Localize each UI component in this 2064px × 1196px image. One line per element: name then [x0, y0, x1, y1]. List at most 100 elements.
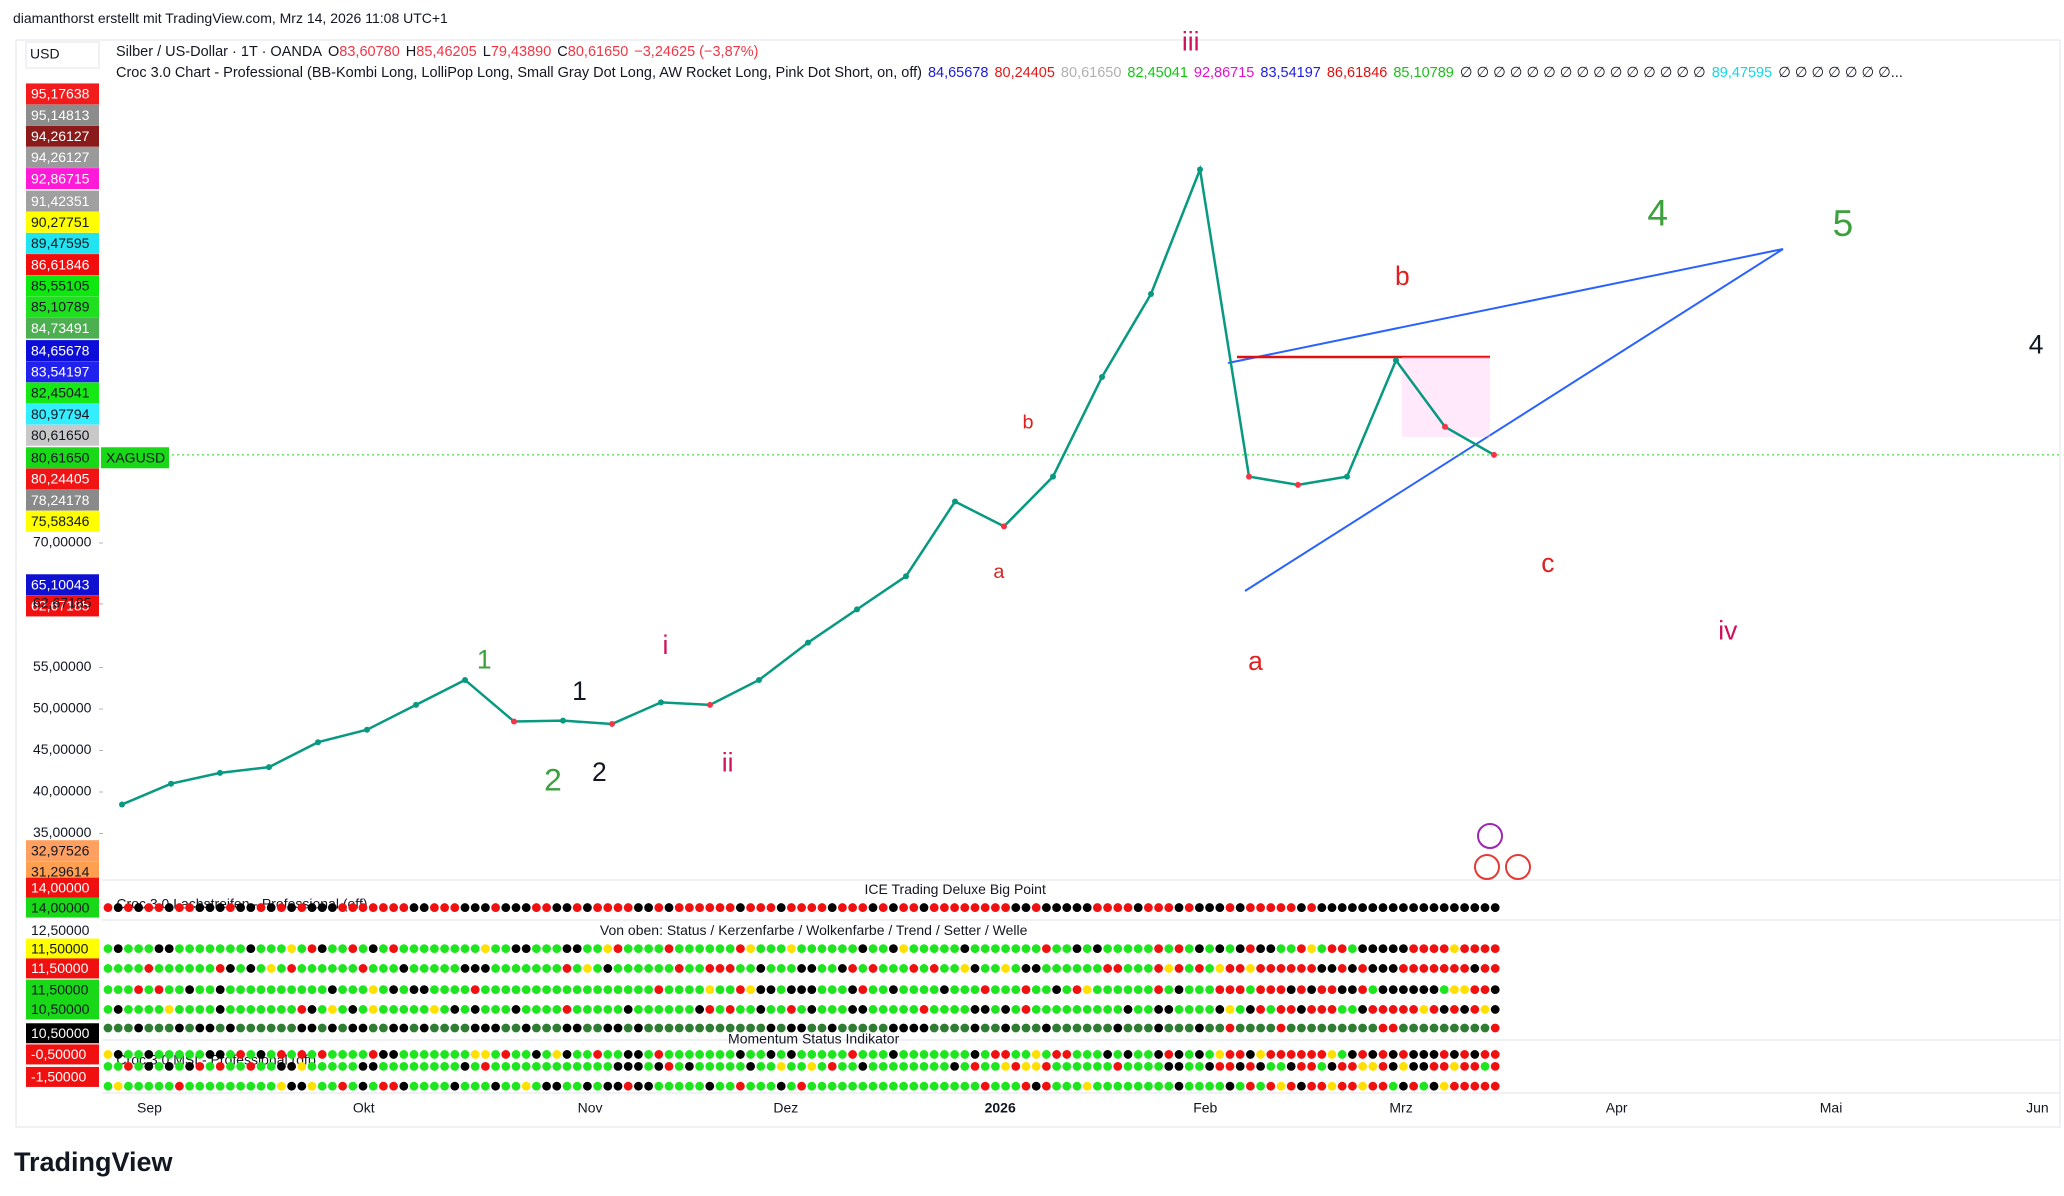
- status-dot: [1144, 1023, 1153, 1033]
- panel-label-box: [26, 999, 99, 1020]
- status-dot: [654, 1005, 664, 1014]
- status-dot: [1256, 985, 1265, 995]
- status-dot: [409, 903, 419, 912]
- ohlc-value: 85,46205: [416, 44, 477, 60]
- status-dot: [909, 985, 919, 995]
- status-dot: [603, 1050, 613, 1059]
- status-dot: [491, 944, 500, 953]
- status-dot: [858, 1005, 868, 1014]
- status-dot: [460, 1005, 470, 1014]
- status-dot: [950, 1005, 959, 1014]
- close-line: [121, 164, 1495, 806]
- close-point: [854, 606, 860, 613]
- status-dot: [552, 944, 562, 953]
- status-dot: [1195, 944, 1204, 953]
- status-dot: [542, 1023, 551, 1033]
- status-dot: [970, 1050, 980, 1059]
- status-dot: [470, 1081, 480, 1091]
- close-point: [1148, 291, 1154, 297]
- status-dot: [1184, 1005, 1194, 1014]
- status-dot: [1225, 1050, 1235, 1059]
- status-dot: [1072, 1023, 1082, 1033]
- price-label: 80,24405: [31, 471, 90, 487]
- status-dot: [848, 985, 857, 995]
- status-dot: [838, 903, 847, 912]
- wave-label: b: [1395, 261, 1410, 291]
- time-label: Apr: [1606, 1100, 1628, 1116]
- status-dot: [991, 1005, 1000, 1014]
- status-dot: [1348, 1023, 1357, 1033]
- status-dot: [1011, 1050, 1021, 1059]
- status-dot: [348, 964, 358, 973]
- status-dot: [1001, 1023, 1010, 1033]
- price-label-box: [26, 104, 99, 126]
- status-dot: [246, 964, 256, 973]
- price-label: 94,26127: [31, 149, 90, 165]
- status-dot: [654, 903, 664, 912]
- status-dot: [368, 1023, 378, 1033]
- status-dot: [368, 944, 378, 953]
- status-dot: [1195, 1005, 1204, 1014]
- status-dot: [603, 944, 613, 953]
- status-dot: [868, 903, 878, 912]
- status-dot: [1113, 1081, 1123, 1091]
- close-point: [217, 769, 223, 776]
- status-dot: [358, 1081, 368, 1091]
- status-dot: [613, 903, 623, 912]
- status-dot: [623, 985, 633, 995]
- status-dot: [368, 985, 378, 995]
- status-dot: [572, 1081, 582, 1091]
- status-dot: [889, 944, 898, 953]
- price-label: 86,61846: [31, 256, 90, 272]
- status-dot: [1276, 1061, 1286, 1071]
- status-dot: [1011, 903, 1021, 912]
- status-dot: [511, 1005, 521, 1014]
- status-dot: [1348, 1061, 1357, 1071]
- status-dot: [1001, 1050, 1010, 1059]
- status-dot: [246, 903, 256, 912]
- status-dot: [807, 1050, 817, 1059]
- status-dot: [297, 964, 307, 973]
- status-dot: [1195, 1061, 1204, 1071]
- status-dot: [1052, 1005, 1061, 1014]
- status-dot: [1082, 1023, 1092, 1033]
- status-dot: [766, 1050, 776, 1059]
- status-dot: [1429, 944, 1439, 953]
- panel-label-box: [26, 1023, 99, 1044]
- status-dot: [409, 1081, 419, 1091]
- status-dot: [144, 1023, 154, 1033]
- status-dot: [705, 903, 715, 912]
- status-dot: [644, 944, 653, 953]
- status-dot: [1266, 985, 1276, 995]
- status-dot: [1062, 964, 1072, 973]
- status-dot: [705, 944, 715, 953]
- status-dot: [419, 903, 429, 912]
- status-dot: [695, 964, 704, 973]
- status-dot: [430, 944, 439, 953]
- ohlc-item: H85,46205: [406, 44, 477, 60]
- status-dot: [277, 1081, 286, 1091]
- status-dot: [1031, 1081, 1041, 1091]
- status-dot: [511, 964, 521, 973]
- status-dot: [664, 903, 674, 912]
- status-dot: [450, 1050, 460, 1059]
- status-dot: [450, 964, 460, 973]
- status-dot: [1307, 944, 1316, 953]
- status-dot: [776, 1081, 786, 1091]
- status-dot: [685, 1050, 694, 1059]
- status-dot: [685, 1005, 694, 1014]
- indicator-value: 83,54197: [1260, 65, 1321, 81]
- status-dot: [991, 1061, 1000, 1071]
- status-dot: [1256, 1081, 1265, 1091]
- ohlc-value: 80,61650: [567, 44, 629, 60]
- status-dot: [338, 985, 347, 995]
- status-dot: [532, 1050, 541, 1059]
- status-dot: [491, 964, 500, 973]
- status-dot: [1266, 1023, 1276, 1033]
- status-dot: [134, 1023, 144, 1033]
- status-dot: [542, 1061, 551, 1071]
- status-dot: [1093, 1005, 1102, 1014]
- status-dot: [583, 1081, 592, 1091]
- status-dot: [562, 944, 572, 953]
- status-dot: [1164, 1023, 1174, 1033]
